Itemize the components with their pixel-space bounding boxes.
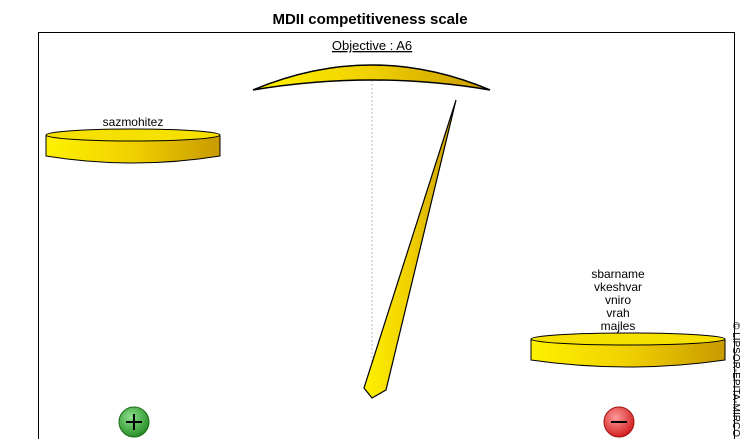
pan-item: vniro <box>605 293 631 307</box>
plus-button[interactable] <box>119 407 149 437</box>
pan-item: sazmohitez <box>103 115 164 129</box>
objective: Objective : A6 <box>332 38 412 53</box>
pan-item: majles <box>601 319 636 333</box>
title: MDII competitiveness scale <box>272 11 467 28</box>
minus-button[interactable] <box>604 407 634 437</box>
needle <box>364 100 456 398</box>
pan-item: vkeshvar <box>594 280 642 294</box>
scale-view: MDII competitiveness scale Objective : A… <box>0 0 740 439</box>
beam <box>253 65 490 90</box>
pan-item: sbarname <box>591 267 645 281</box>
copyright: © LIPSOR-EPITA-MIRCO <box>730 322 740 437</box>
left-pan <box>46 129 220 163</box>
page: MDII competitiveness scale Objective : A… <box>0 0 740 439</box>
right-pan <box>531 333 725 367</box>
pan-item: vrah <box>606 306 629 320</box>
